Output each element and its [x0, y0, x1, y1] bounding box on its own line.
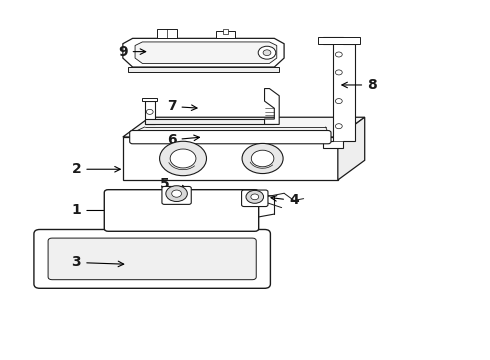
- Circle shape: [242, 143, 283, 174]
- Polygon shape: [223, 30, 228, 34]
- Polygon shape: [338, 117, 365, 180]
- Polygon shape: [128, 67, 279, 72]
- FancyBboxPatch shape: [162, 186, 191, 204]
- Circle shape: [160, 141, 206, 176]
- Polygon shape: [157, 30, 176, 39]
- FancyBboxPatch shape: [48, 238, 256, 280]
- Text: 5: 5: [160, 177, 187, 191]
- Polygon shape: [145, 119, 274, 125]
- FancyBboxPatch shape: [130, 131, 331, 144]
- Polygon shape: [265, 89, 279, 125]
- Circle shape: [251, 150, 274, 167]
- Circle shape: [335, 70, 342, 75]
- Polygon shape: [123, 117, 365, 137]
- Polygon shape: [143, 98, 157, 101]
- Text: 6: 6: [167, 133, 199, 147]
- Polygon shape: [323, 37, 355, 148]
- FancyBboxPatch shape: [104, 190, 259, 231]
- Polygon shape: [318, 37, 360, 44]
- Text: 8: 8: [342, 78, 377, 92]
- Circle shape: [335, 124, 342, 129]
- Polygon shape: [135, 42, 277, 63]
- Circle shape: [166, 186, 187, 202]
- FancyBboxPatch shape: [34, 229, 270, 288]
- Text: 2: 2: [72, 162, 121, 176]
- Text: 1: 1: [72, 203, 121, 217]
- Polygon shape: [216, 31, 235, 39]
- Text: 3: 3: [72, 256, 123, 270]
- Circle shape: [170, 149, 196, 168]
- Circle shape: [335, 52, 342, 57]
- Circle shape: [172, 190, 181, 197]
- Circle shape: [246, 190, 264, 203]
- Circle shape: [258, 46, 276, 59]
- Polygon shape: [123, 39, 284, 67]
- Circle shape: [251, 194, 259, 200]
- Text: 9: 9: [118, 45, 146, 59]
- Circle shape: [263, 50, 271, 55]
- Polygon shape: [145, 101, 155, 125]
- Polygon shape: [123, 137, 338, 180]
- Text: 4: 4: [271, 193, 299, 207]
- Circle shape: [147, 109, 153, 114]
- Circle shape: [335, 99, 342, 104]
- FancyBboxPatch shape: [242, 190, 268, 207]
- Text: 7: 7: [167, 99, 197, 113]
